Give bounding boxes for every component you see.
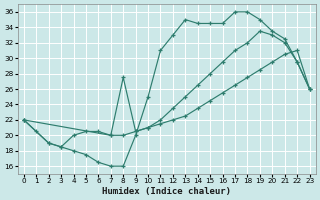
X-axis label: Humidex (Indice chaleur): Humidex (Indice chaleur) (102, 187, 231, 196)
